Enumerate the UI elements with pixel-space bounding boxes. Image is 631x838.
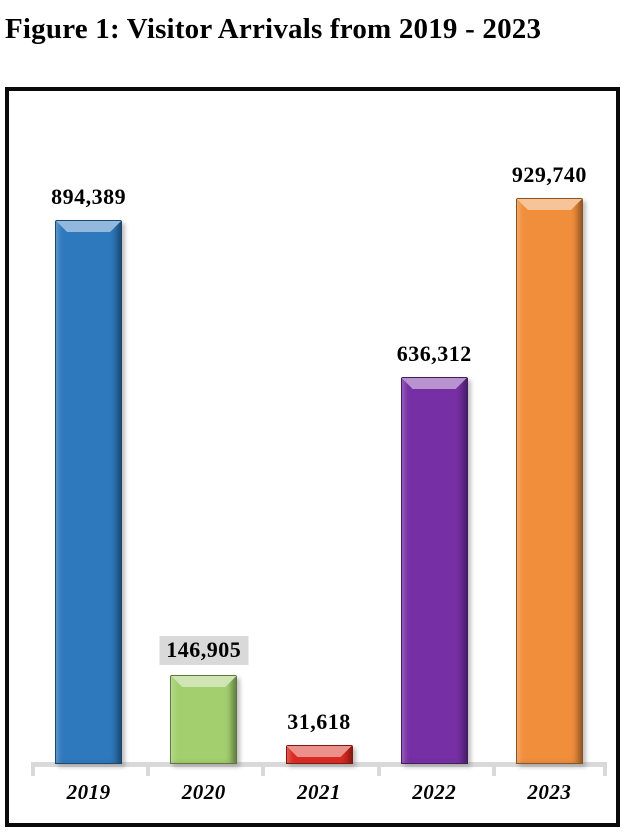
bar-2019 xyxy=(55,220,123,764)
x-tick-label-2020: 2020 xyxy=(181,780,226,804)
x-tick-label-2023: 2023 xyxy=(527,780,572,804)
axis-tick xyxy=(491,762,496,776)
data-label-2023: 929,740 xyxy=(511,161,587,187)
x-tick-label-2019: 2019 xyxy=(66,780,111,804)
x-tick-label-2021: 2021 xyxy=(297,780,341,804)
x-axis-line xyxy=(31,762,607,776)
plot-area: 894,389 2019 146,905 2020 31,618 2021 63… xyxy=(9,91,616,823)
bar-2020 xyxy=(170,675,238,764)
data-label-2022: 636,312 xyxy=(396,340,472,366)
axis-tick xyxy=(146,762,151,776)
bar-2022 xyxy=(400,377,468,764)
axis-tick xyxy=(31,762,35,776)
data-label-2019: 894,389 xyxy=(51,183,127,209)
data-label-2021: 31,618 xyxy=(287,708,351,734)
data-label-2020: 146,905 xyxy=(159,635,249,665)
axis-tick xyxy=(261,762,266,776)
bar-2023 xyxy=(515,198,583,764)
axis-tick xyxy=(376,762,381,776)
figure-title: Figure 1: Visitor Arrivals from 2019 - 2… xyxy=(5,13,542,45)
bar-2021 xyxy=(285,745,353,764)
x-tick-label-2022: 2022 xyxy=(412,780,457,804)
axis-tick xyxy=(603,762,607,776)
chart-frame: 894,389 2019 146,905 2020 31,618 2021 63… xyxy=(5,87,620,827)
